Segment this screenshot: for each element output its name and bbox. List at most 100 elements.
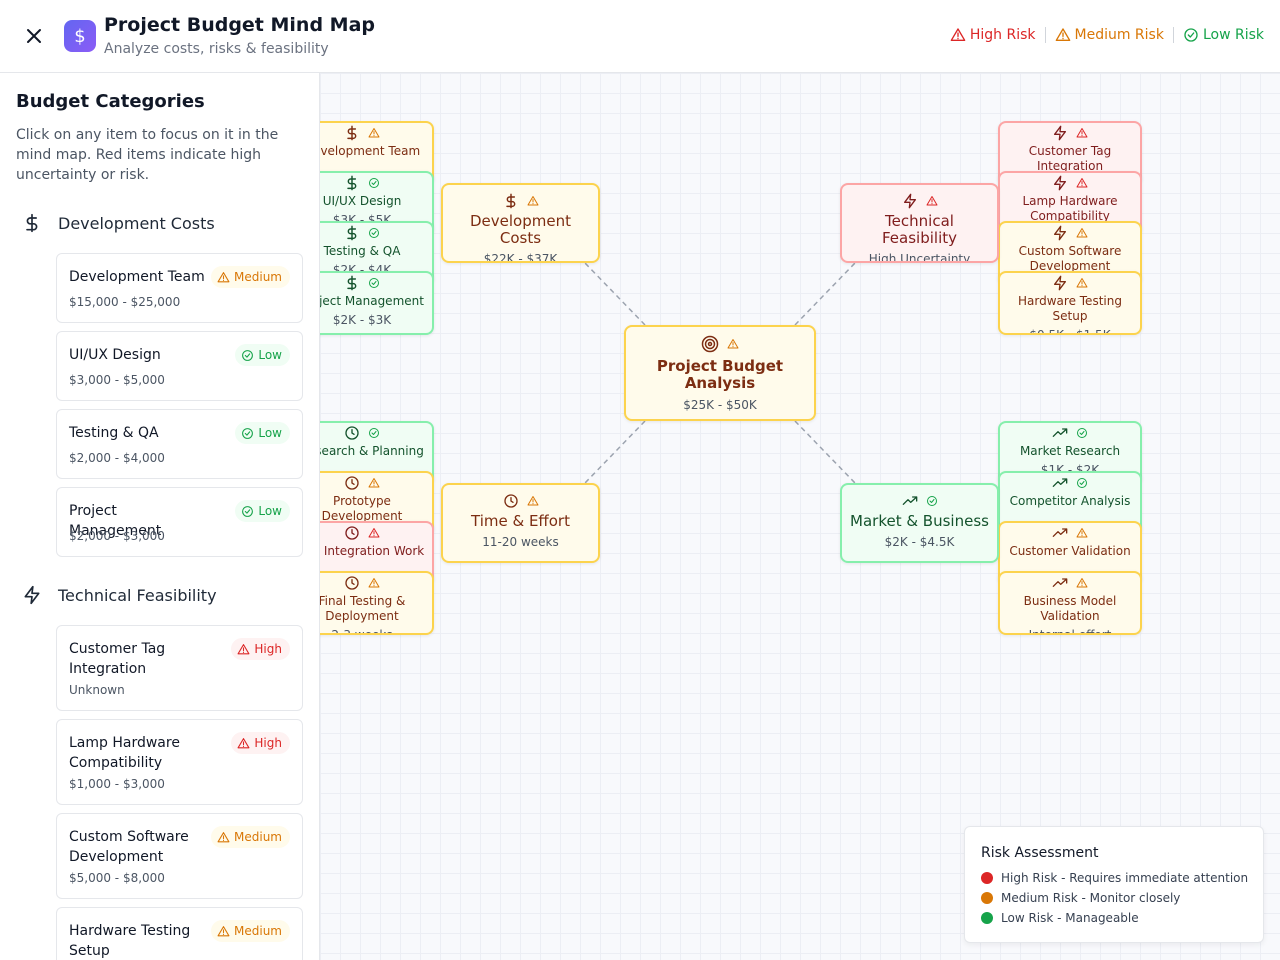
risk-badge: Low	[235, 422, 290, 444]
node-sub: $2K - $3K	[332, 313, 392, 327]
legend-low-label: Low Risk	[1202, 27, 1264, 43]
check-circle-icon	[1077, 478, 1087, 488]
item-name: Custom Software Development	[69, 829, 189, 865]
budget-item-card-testing-qa[interactable]: Testing & QA $2,000 - $4,000 Low	[56, 409, 303, 479]
node-sub: $2K - $4.5K	[884, 535, 955, 549]
branch-node-market[interactable]: Market & Business $2K - $4.5K	[840, 483, 999, 563]
app-header: $ Project Budget Mind Map Analyze costs,…	[0, 0, 1280, 73]
check-circle-icon	[369, 228, 379, 238]
item-cost: $2,000 - $3,000	[69, 529, 165, 543]
node-sub: High Uncertainty	[868, 252, 971, 263]
legend-low: Low Risk	[1183, 27, 1264, 43]
zap-icon	[22, 585, 42, 605]
node-label: Lamp Hardware Compatibility	[1022, 194, 1118, 223]
leaf-node-hardware-testing-setup[interactable]: Hardware Testing Setup $0.5K - $1.5K	[998, 271, 1142, 335]
alert-triangle-icon	[368, 578, 380, 588]
check-circle-icon	[242, 505, 254, 517]
clock-icon	[503, 494, 518, 508]
node-label: Custom Software Development	[1018, 244, 1122, 273]
node-label: Market Research	[1019, 444, 1121, 458]
node-label: Prototype Development	[321, 494, 403, 523]
leaf-node-business-model-validation[interactable]: Business Model Validation Internal effort	[998, 571, 1142, 635]
budget-item-card-lamp-hardware-compatibility[interactable]: Lamp Hardware Compatibility $1,000 - $3,0…	[56, 719, 303, 805]
page-title: Project Budget Mind Map	[104, 14, 375, 36]
node-sub: $22K - $37K	[483, 252, 558, 263]
alert-triangle-icon	[1076, 528, 1088, 538]
dollar-icon	[347, 225, 357, 241]
alert-triangle-icon	[727, 339, 739, 349]
alert-triangle-icon	[950, 28, 966, 41]
node-sub: 2-3 weeks	[331, 628, 393, 635]
clock-icon	[345, 426, 359, 440]
trending-up-icon	[1052, 528, 1068, 537]
category-development-costs[interactable]: Development Costs	[22, 213, 215, 233]
risk-assessment-title: Risk Assessment	[981, 845, 1099, 861]
alert-triangle-icon	[217, 925, 230, 936]
node-label: Customer Tag Integration	[1028, 144, 1112, 173]
legend-medium-label: Medium Risk	[1074, 27, 1164, 43]
page-subtitle: Analyze costs, risks & feasibility	[104, 41, 329, 57]
branch-node-time[interactable]: Time & Effort 11-20 weeks	[441, 483, 600, 563]
alert-triangle-icon	[217, 831, 230, 842]
sidebar: Budget Categories Click on any item to f…	[0, 73, 320, 960]
item-name: Development Team	[69, 269, 205, 285]
item-name: Testing & QA	[69, 425, 159, 441]
leaf-node-final-testing-deployment[interactable]: Final Testing & Deployment 2-3 weeks	[320, 571, 434, 635]
alert-triangle-icon	[368, 528, 380, 538]
node-label: Market & Business	[850, 512, 989, 530]
alert-triangle-icon	[1076, 128, 1088, 138]
alert-triangle-icon	[1076, 228, 1088, 238]
category-technical-feasibility[interactable]: Technical Feasibility	[22, 585, 217, 605]
risk-badge: Low	[235, 344, 290, 366]
trending-up-icon	[1052, 428, 1068, 437]
node-label: Final Testing & Deployment	[320, 594, 406, 623]
item-name: Lamp Hardware Compatibility	[69, 735, 180, 771]
alert-triangle-icon	[217, 271, 230, 282]
dollar-icon	[505, 193, 515, 209]
zap-icon	[1054, 175, 1066, 191]
budget-item-card-custom-software-development[interactable]: Custom Software Development $5,000 - $8,0…	[56, 813, 303, 899]
close-icon[interactable]	[22, 24, 46, 48]
alert-triangle-icon	[1076, 278, 1088, 288]
branch-node-tech[interactable]: Technical Feasibility High Uncertainty	[840, 183, 999, 263]
sidebar-description: Click on any item to focus on it in the …	[16, 127, 279, 183]
budget-item-card-development-team[interactable]: Development Team $15,000 - $25,000 Medium	[56, 253, 303, 323]
alert-triangle-icon	[1055, 28, 1070, 41]
risk-legend: High Risk Medium Risk Low Risk	[950, 27, 1264, 43]
leaf-node-project-management[interactable]: Project Management $2K - $3K	[320, 271, 434, 335]
node-label: Research & Planning	[320, 444, 424, 458]
node-label: Project Budget Analysis	[656, 357, 784, 392]
branch-node-dev[interactable]: Development Costs $22K - $37K	[441, 183, 600, 263]
zap-icon	[1054, 125, 1066, 141]
budget-item-card-project-management[interactable]: Project Management $2,000 - $3,000 Low	[56, 487, 303, 557]
node-sub: $25K - $50K	[683, 398, 757, 412]
budget-item-card-customer-tag-integration[interactable]: Customer Tag Integration Unknown High	[56, 625, 303, 711]
node-label: Technical Feasibility	[882, 212, 957, 247]
node-sub: 11-20 weeks	[482, 535, 559, 549]
legend-medium: Medium Risk	[1055, 27, 1164, 43]
node-label: Hardware Testing Setup	[1018, 294, 1122, 323]
alert-triangle-icon	[1076, 578, 1088, 588]
risk-badge: High	[231, 732, 290, 754]
central-node[interactable]: Project Budget Analysis $25K - $50K	[624, 325, 816, 421]
item-cost: $2,000 - $4,000	[69, 451, 165, 465]
category-label: Technical Feasibility	[58, 585, 217, 605]
budget-item-card-ui-ux-design[interactable]: UI/UX Design $3,000 - $5,000 Low	[56, 331, 303, 401]
risk-row-medium: Medium Risk - Monitor closely	[981, 891, 1180, 905]
node-label: Development Team	[320, 144, 421, 158]
risk-row-low: Low Risk - Manageable	[981, 911, 1139, 925]
clock-icon	[345, 526, 359, 540]
dollar-icon	[347, 125, 357, 141]
node-label: Project Management	[320, 294, 424, 308]
mind-map-canvas[interactable]: Project Budget Analysis $25K - $50K Develo…	[320, 73, 1280, 960]
risk-badge: Medium	[211, 920, 290, 942]
budget-item-card-hardware-testing-setup[interactable]: Hardware Testing Setup Medium	[56, 907, 303, 960]
alert-triangle-icon	[926, 196, 937, 206]
category-label: Development Costs	[58, 213, 215, 233]
check-circle-icon	[369, 278, 379, 288]
dollar-icon	[22, 213, 42, 233]
zap-icon	[1054, 275, 1066, 291]
risk-assessment-panel: Risk Assessment High Risk - Requires imm…	[964, 826, 1264, 943]
node-sub: $0.5K - $1.5K	[1029, 328, 1111, 335]
risk-badge: Low	[235, 500, 290, 522]
